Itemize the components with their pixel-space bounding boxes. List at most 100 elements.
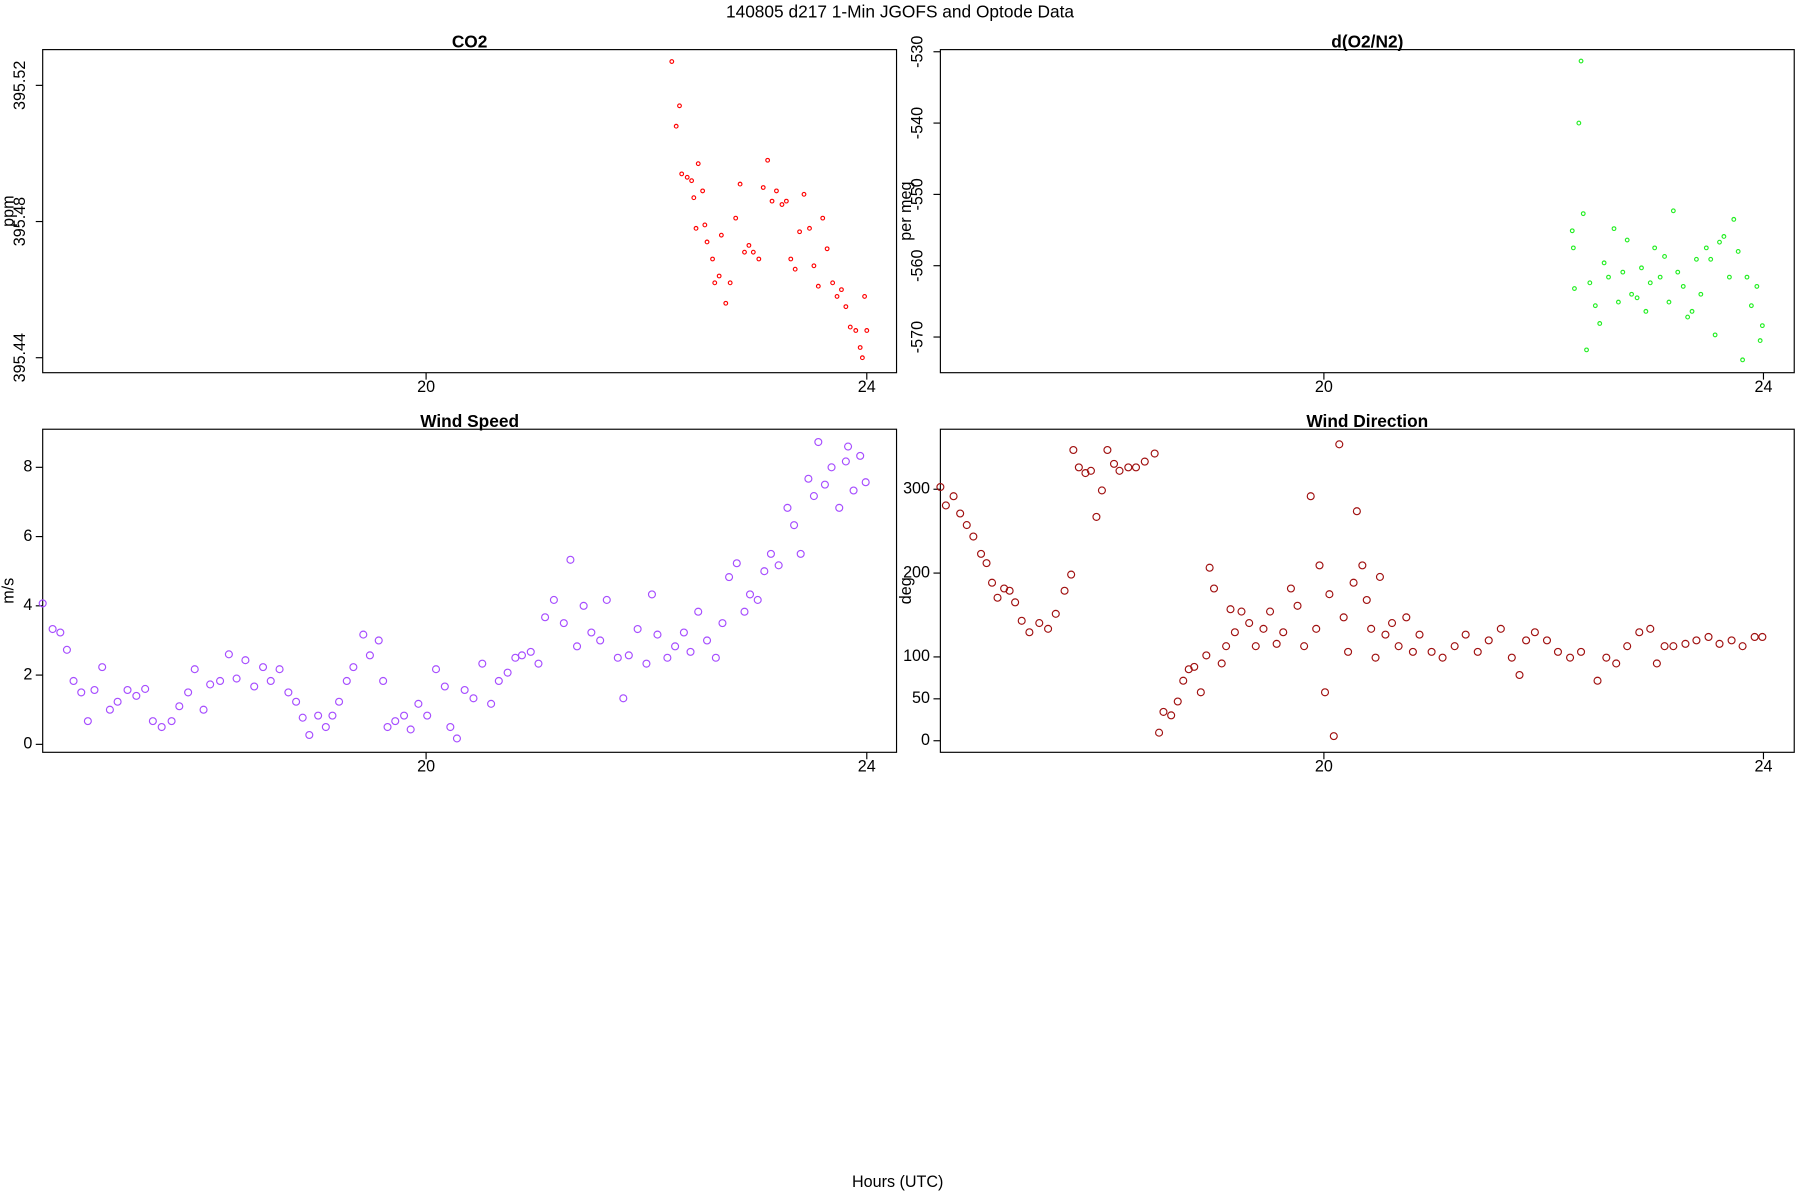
panel: CO2 20 24 395.44 395.48 395.52 ppm bbox=[0, 31, 898, 396]
data-point bbox=[718, 232, 724, 238]
data-point bbox=[843, 304, 849, 310]
data-point bbox=[224, 650, 233, 659]
data-point bbox=[314, 711, 323, 720]
plot-frame bbox=[939, 49, 1795, 374]
data-point bbox=[1103, 445, 1112, 455]
data-point bbox=[1074, 463, 1083, 472]
data-point bbox=[1646, 624, 1655, 633]
data-point bbox=[406, 725, 415, 734]
data-point bbox=[750, 249, 756, 255]
data-point bbox=[1584, 347, 1589, 353]
data-point bbox=[132, 691, 141, 700]
data-point bbox=[1750, 632, 1759, 641]
data-point bbox=[1315, 561, 1324, 570]
data-point bbox=[669, 59, 675, 64]
data-point bbox=[90, 685, 99, 695]
data-point bbox=[977, 549, 986, 558]
data-point bbox=[335, 697, 344, 706]
data-point bbox=[1086, 466, 1095, 475]
data-point bbox=[1179, 676, 1188, 685]
data-point bbox=[1681, 639, 1690, 648]
data-point bbox=[1081, 469, 1090, 478]
data-point bbox=[1190, 662, 1199, 671]
data-point bbox=[167, 717, 176, 726]
data-point bbox=[1624, 237, 1630, 243]
data-point bbox=[452, 734, 461, 743]
data-point bbox=[48, 624, 57, 634]
data-point bbox=[1685, 314, 1691, 320]
data-point bbox=[1427, 647, 1436, 656]
data-point bbox=[677, 103, 682, 109]
panel-title: CO2 bbox=[452, 31, 488, 51]
data-point bbox=[1069, 445, 1078, 455]
data-point bbox=[1245, 619, 1254, 628]
data-point bbox=[1708, 256, 1714, 262]
data-point bbox=[1237, 607, 1246, 616]
data-point bbox=[526, 647, 535, 656]
data-point bbox=[1639, 265, 1644, 271]
data-point bbox=[684, 174, 690, 180]
data-point bbox=[824, 246, 830, 252]
x-tick-label: 24 bbox=[858, 378, 876, 396]
data-point bbox=[148, 717, 157, 726]
data-point bbox=[259, 663, 268, 672]
y-tick-label: 2 bbox=[23, 665, 32, 683]
data-point bbox=[566, 555, 575, 564]
data-point bbox=[689, 178, 695, 184]
y-tick-label: 395.48 bbox=[11, 197, 29, 246]
data-point bbox=[1155, 728, 1164, 737]
data-point bbox=[446, 722, 455, 732]
data-point bbox=[993, 593, 1002, 602]
data-point bbox=[1738, 642, 1747, 651]
y-tick-label: -540 bbox=[909, 107, 927, 139]
data-point bbox=[534, 659, 543, 668]
data-point bbox=[740, 607, 749, 616]
data-point bbox=[679, 171, 685, 177]
data-point bbox=[1312, 624, 1321, 633]
data-point bbox=[691, 195, 697, 201]
plot-frame bbox=[42, 49, 898, 374]
data-point bbox=[792, 266, 798, 272]
data-point bbox=[328, 711, 337, 720]
data-point bbox=[541, 613, 550, 622]
data-point bbox=[774, 561, 783, 570]
data-point bbox=[815, 283, 821, 289]
data-point bbox=[1507, 653, 1516, 662]
data-point bbox=[1408, 647, 1417, 656]
data-point bbox=[1473, 647, 1482, 656]
data-point bbox=[1226, 605, 1235, 614]
x-tick-label: 20 bbox=[417, 758, 435, 776]
data-point bbox=[982, 559, 991, 568]
data-point bbox=[936, 482, 945, 492]
data-point bbox=[1222, 642, 1231, 651]
data-point bbox=[1726, 274, 1732, 280]
x-axis-label: Hours (UTC) bbox=[852, 1173, 943, 1191]
data-point bbox=[1698, 291, 1704, 297]
data-point bbox=[788, 256, 794, 262]
data-point bbox=[157, 722, 166, 732]
data-point bbox=[765, 157, 771, 163]
x-tick-label: 20 bbox=[1315, 758, 1333, 776]
data-point bbox=[856, 451, 865, 460]
data-point bbox=[1450, 642, 1459, 651]
data-point bbox=[365, 651, 374, 660]
data-point bbox=[663, 653, 672, 662]
data-point bbox=[962, 521, 971, 530]
data-point bbox=[1643, 308, 1649, 314]
data-point bbox=[1577, 647, 1586, 656]
data-point bbox=[716, 273, 722, 279]
data-point bbox=[1740, 357, 1746, 363]
data-point bbox=[1115, 466, 1124, 475]
data-point bbox=[266, 676, 275, 686]
data-point bbox=[1461, 630, 1470, 639]
y-axis-label: ppm bbox=[0, 195, 17, 226]
data-point bbox=[511, 653, 520, 662]
data-point bbox=[1259, 624, 1268, 633]
y-tick-label: -530 bbox=[909, 36, 927, 68]
data-point bbox=[1173, 697, 1182, 706]
y-axis-label: deg bbox=[897, 577, 915, 604]
data-point bbox=[1202, 651, 1211, 660]
data-point bbox=[1217, 659, 1226, 668]
data-point bbox=[820, 215, 826, 221]
data-point bbox=[1522, 636, 1531, 645]
